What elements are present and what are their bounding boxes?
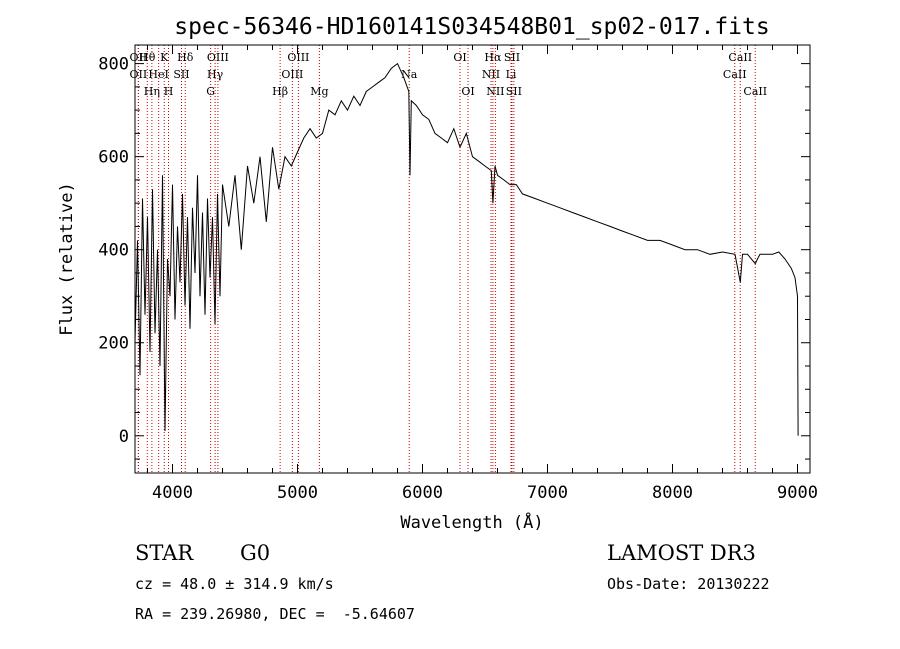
spectral-line-label: Li [506,68,517,81]
spectral-line-label: OI [453,51,466,64]
spectral-line-label: CaII [728,51,752,64]
x-tick-label: 4000 [152,483,193,503]
spectral-line-label: SII [506,85,522,98]
spectral-line-label: Na [401,68,418,81]
x-tick-label: 8000 [652,483,693,503]
object-subclass: G0 [240,541,270,565]
spectral-line-label: SII [173,68,189,81]
x-tick-label: 6000 [402,483,443,503]
y-tick-label: 0 [119,427,129,447]
spectral-line-label: NII [482,68,500,81]
spectral-line-label: Hδ [177,51,194,64]
spectral-line-label: Hβ [272,85,288,98]
spectral-line-labels: OIIHθOIIHηHeIKHSIIHδGHγOIIIHβOIIIOIIIMgN… [130,51,768,98]
spectral-line-markers [137,45,756,473]
spectral-line-label: Hγ [207,68,224,81]
spectral-line-label: OIII [287,51,309,64]
chart-title: spec-56346-HD160141S034548B01_sp02-017.f… [174,14,769,40]
x-axis-label: Wavelength (Å) [400,511,543,533]
spectral-line-label: H [164,85,174,98]
spectral-line-label: NII [486,85,504,98]
y-axis-ticks: 0 200 400 600 800 [98,55,810,460]
object-class: STAR [135,541,194,565]
spectral-line-label: CaII [743,85,767,98]
spectral-line-label: K [160,51,169,64]
y-tick-label: 400 [98,241,129,261]
x-tick-label: 5000 [277,483,318,503]
spectral-line-label: Hα [484,51,502,64]
spectral-line-label: HeI [148,68,168,81]
obs-date: Obs-Date: 20130222 [607,575,770,593]
spectral-line-label: CaII [723,68,747,81]
y-tick-label: 200 [98,334,129,354]
spectral-line-label: OII [130,51,148,64]
x-tick-label: 7000 [527,483,568,503]
spectral-line-label: OII [130,68,148,81]
x-axis-ticks: 4000 5000 6000 7000 8000 9000 [147,45,818,503]
spectral-line-label: Mg [310,85,328,98]
ra-dec-readout: RA = 239.26980, DEC = -5.64607 [135,605,415,623]
spectral-line-label: Hθ [139,51,156,64]
x-tick-label: 9000 [777,483,818,503]
y-tick-label: 800 [98,55,129,75]
spectral-line-label: OI [461,85,474,98]
spectral-line-label: OIII [207,51,229,64]
y-axis-label: Flux (relative) [57,182,77,336]
y-tick-label: 600 [98,148,129,168]
spectral-line-label: OIII [281,68,303,81]
spectral-line-label: G [206,85,215,98]
redshift-readout: cz = 48.0 ± 314.9 km/s [135,575,334,593]
spectral-line-label: SII [504,51,520,64]
survey-name: LAMOST DR3 [607,541,756,565]
spectral-line-label: Hη [144,85,160,98]
plot-frame [134,44,811,474]
spectrum-series-line [134,62,799,436]
